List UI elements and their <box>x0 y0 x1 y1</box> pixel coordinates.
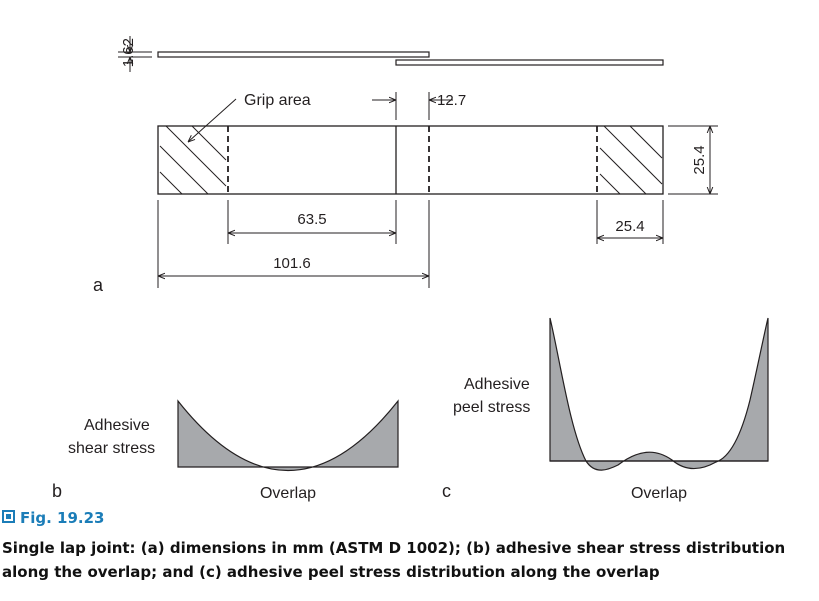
total-length-label: 101.6 <box>273 255 311 272</box>
caption-part-4: b <box>472 539 484 557</box>
peel-stress-label-line1: Adhesive <box>464 376 530 393</box>
upper-adherend <box>157 51 430 58</box>
width-dimension <box>668 125 718 195</box>
side-view <box>157 51 664 66</box>
lower-adherend <box>395 59 664 66</box>
joint-outline <box>157 125 664 195</box>
overlap-label-c: Overlap <box>631 485 687 502</box>
caption-part-3: ) dimensions in mm (ASTM D 1002); ( <box>157 539 473 557</box>
thickness-label: 1.62 <box>120 38 137 67</box>
figure-number: Fig. 19.23 <box>20 509 105 527</box>
top-view <box>157 125 664 195</box>
thickness-dimension <box>118 36 152 72</box>
overlap-dimension <box>372 92 453 120</box>
figure-caption: Single lap joint: (a) dimensions in mm (… <box>2 536 817 584</box>
extension-lines <box>157 200 664 288</box>
panel-c-label: c <box>442 481 451 501</box>
overlap-label-b: Overlap <box>260 485 316 502</box>
shear-stress-label-line1: Adhesive <box>84 417 150 434</box>
caption-part-2: a <box>147 539 158 557</box>
grip-length-label: 25.4 <box>615 218 644 235</box>
width-label: 25.4 <box>691 145 708 174</box>
shear-stress-label-line2: shear stress <box>68 440 155 457</box>
peel-stress-label-line2: peel stress <box>453 399 530 416</box>
panel-a-label: a <box>93 275 104 295</box>
caption-part-5: ) adhesive shear stress distribution alo… <box>2 539 786 581</box>
figure-square-icon <box>2 510 15 523</box>
panel-b-label: b <box>52 481 62 501</box>
right-grip-hatch <box>599 125 663 195</box>
peel-stress-curve <box>549 317 769 471</box>
grip-distance-label: 63.5 <box>297 211 326 228</box>
grip-area-leader <box>188 98 237 142</box>
grip-area-label: Grip area <box>244 92 311 109</box>
overlap-length-label: 12.7 <box>437 92 466 109</box>
caption-part-1: Single lap joint: ( <box>2 539 148 557</box>
left-grip-hatch <box>159 125 227 195</box>
figure-label: Fig. 19.23 <box>2 509 817 527</box>
lap-joint-figure: 1.62 Grip area 12.7 <box>52 36 769 502</box>
caption-part-7: ) adhesive peel stress distribution alon… <box>214 563 660 581</box>
caption-part-6: c <box>205 563 215 581</box>
shear-stress-curve <box>177 399 399 472</box>
